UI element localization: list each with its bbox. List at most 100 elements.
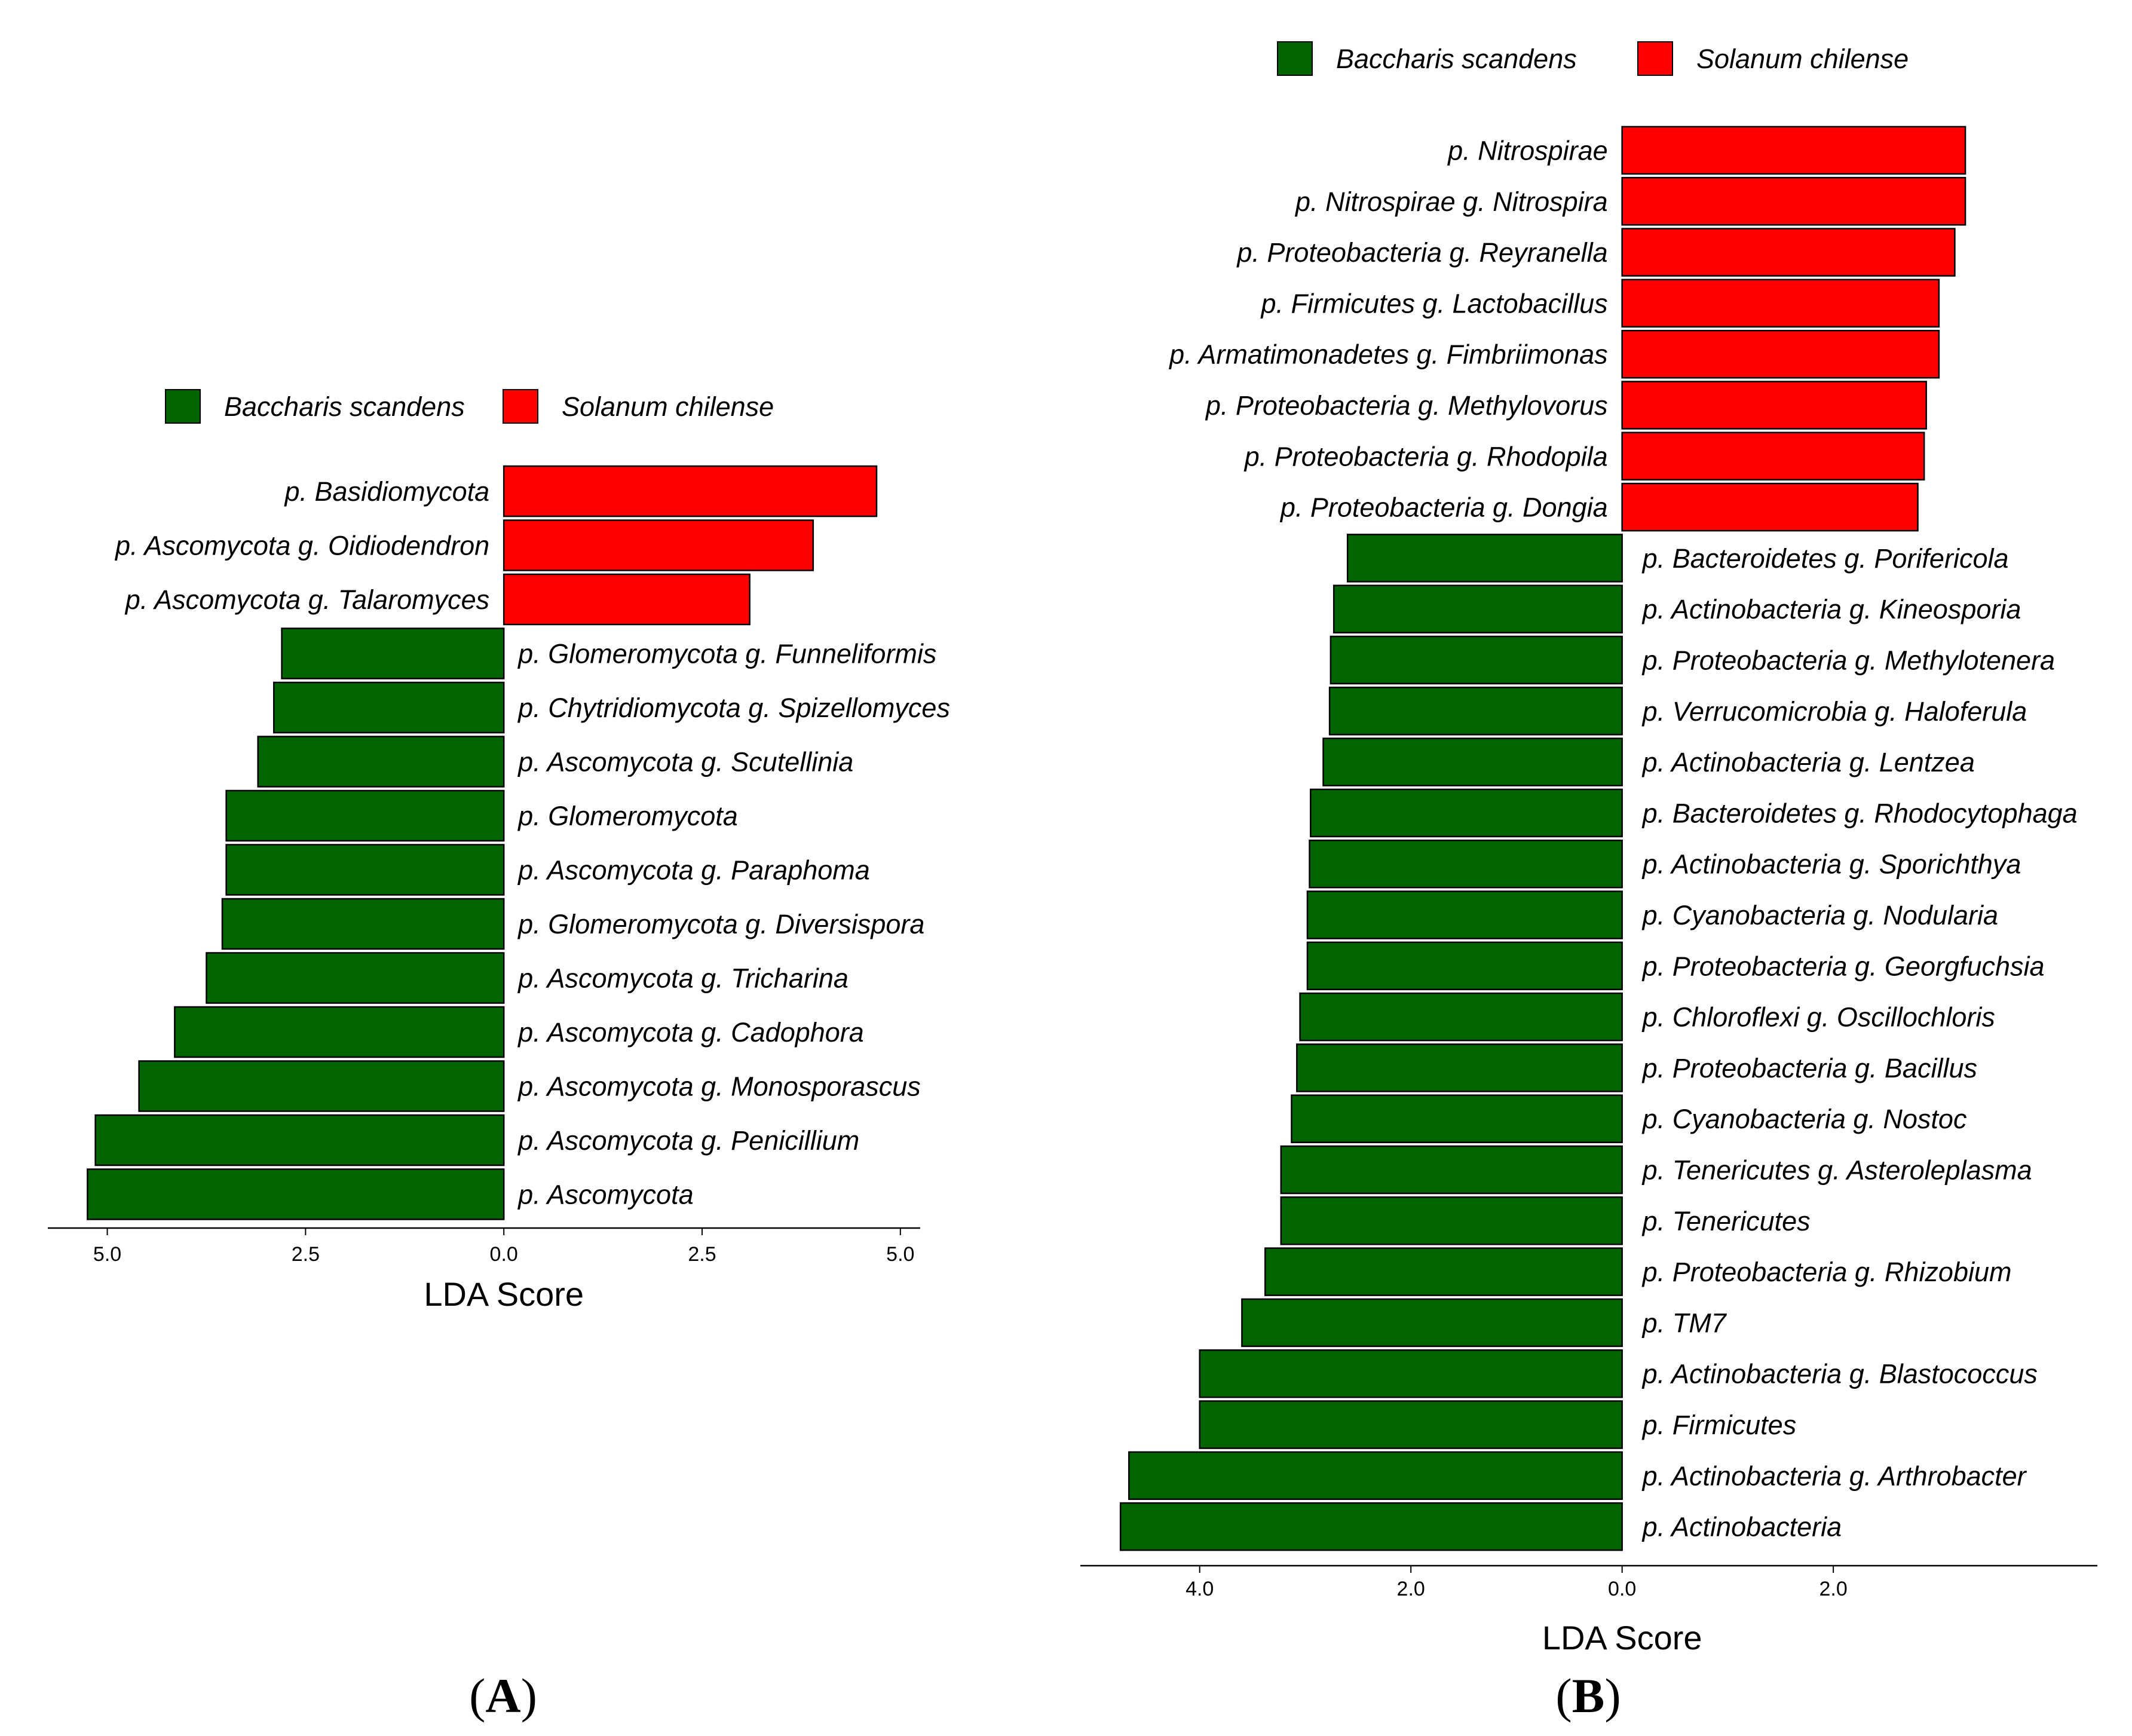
bar-label-p-actinobacteria-g-sporichthya: p. Actinobacteria g. Sporichthya <box>1641 849 2021 880</box>
bar-label-p-proteobacteria-g-rhizobium: p. Proteobacteria g. Rhizobium <box>1641 1257 2012 1287</box>
bar-p-ascomycota-g-cadophora <box>174 1006 505 1058</box>
bar-p-proteobacteria-g-dongia <box>1621 482 1919 532</box>
bar-p-actinobacteria-g-arthrobacter <box>1128 1451 1623 1501</box>
bar-p-armatimonadetes-g-fimbriimonas <box>1621 329 1940 379</box>
bar-label-p-tenericutes-g-asteroleplasma: p. Tenericutes g. Asteroleplasma <box>1641 1155 2032 1186</box>
bar-label-p-cyanobacteria-g-nostoc: p. Cyanobacteria g. Nostoc <box>1641 1104 1967 1134</box>
bar-p-ascomycota-g-tricharina <box>206 952 505 1004</box>
bar-label-p-nitrospirae: p. Nitrospirae <box>1447 136 1608 166</box>
bar-label-p-nitrospirae-g-nitrospira: p. Nitrospirae g. Nitrospira <box>1294 186 1608 217</box>
bar-label-p-ascomycota-g-oidiodendron: p. Ascomycota g. Oidiodendron <box>114 531 489 561</box>
bar-label-p-tm7: p. TM7 <box>1641 1308 1727 1338</box>
bar-label-p-ascomycota-g-paraphoma: p. Ascomycota g. Paraphoma <box>517 855 870 886</box>
x-tick-label: 2.5 <box>688 1243 716 1266</box>
bar-label-p-glomeromycota-g-funneliformis: p. Glomeromycota g. Funneliformis <box>517 639 936 669</box>
panel-label-a: (A) <box>469 1668 537 1723</box>
legend-label-baccharis-scandens: Baccharis scandens <box>224 391 465 422</box>
bar-p-tenericutes <box>1280 1196 1623 1245</box>
x-tick-label: 2.0 <box>1819 1578 1848 1600</box>
legend-label-solanum-chilense: Solanum chilense <box>562 391 774 422</box>
chart-a-fungi-lda: Baccharis scandens Solanum chilense p. Bas… <box>48 389 950 1313</box>
bar-p-glomeromycota-g-funneliformis <box>281 627 505 679</box>
bar-p-actinobacteria-g-sporichthya <box>1309 839 1623 889</box>
bar-p-actinobacteria-g-blastococcus <box>1199 1349 1623 1398</box>
bar-label-p-bacteroidetes-g-porifericola: p. Bacteroidetes g. Porifericola <box>1641 543 2009 574</box>
bar-label-p-ascomycota-g-scutellinia: p. Ascomycota g. Scutellinia <box>517 747 853 777</box>
bar-label-p-armatimonadetes-g-fimbriimonas: p. Armatimonadetes g. Fimbriimonas <box>1168 339 1608 370</box>
bar-label-p-ascomycota-g-talaromyces: p. Ascomycota g. Talaromyces <box>124 584 489 615</box>
bar-p-ascomycota <box>87 1168 505 1220</box>
legend-label-solanum-chilense: Solanum chilense <box>1696 44 1909 74</box>
bar-label-p-actinobacteria-g-blastococcus: p. Actinobacteria g. Blastococcus <box>1641 1359 2038 1389</box>
bar-label-p-proteobacteria-g-methylotenera: p. Proteobacteria g. Methylotenera <box>1641 645 2055 676</box>
bar-p-ascomycota-g-oidiodendron <box>503 519 814 571</box>
bar-p-proteobacteria-g-methylotenera <box>1330 635 1623 685</box>
bar-p-chytridiomycota-g-spizellomyces <box>273 681 505 734</box>
bar-p-basidiomycota <box>503 465 878 518</box>
x-tick-label: 0.0 <box>490 1243 518 1266</box>
bar-p-tenericutes-g-asteroleplasma <box>1280 1145 1623 1195</box>
legend-swatch-solanum-chilense <box>1637 41 1673 76</box>
bar-label-p-basidiomycota: p. Basidiomycota <box>284 476 490 507</box>
bar-p-bacteroidetes-g-porifericola <box>1346 534 1623 583</box>
x-tick-label: 0.0 <box>1608 1578 1636 1600</box>
bar-p-cyanobacteria-g-nodularia <box>1306 890 1623 939</box>
bar-label-p-ascomycota-g-tricharina: p. Ascomycota g. Tricharina <box>517 963 848 994</box>
bar-p-firmicutes <box>1199 1400 1623 1449</box>
bar-p-glomeromycota-g-diversispora <box>221 898 505 950</box>
bar-p-nitrospirae <box>1621 125 1966 175</box>
legend-swatch-solanum-chilense <box>503 389 538 424</box>
x-axis-title: LDA Score <box>424 1275 584 1313</box>
x-axis-title: LDA Score <box>1542 1619 1702 1657</box>
x-tick-label: 5.0 <box>93 1243 121 1266</box>
bar-p-actinobacteria-g-kineosporia <box>1332 584 1623 633</box>
bar-p-chloroflexi-g-oscillochloris <box>1299 992 1623 1042</box>
bar-p-proteobacteria-g-bacillus <box>1296 1043 1623 1092</box>
legend-swatch-baccharis-scandens <box>1277 41 1313 76</box>
bar-label-p-ascomycota-g-cadophora: p. Ascomycota g. Cadophora <box>517 1017 864 1048</box>
bar-p-ascomycota-g-penicillium <box>94 1114 505 1166</box>
chart-b-bacteria-lda: Baccharis scandens Solanum chilense p. Nit… <box>1080 41 2097 1657</box>
bar-p-cyanobacteria-g-nostoc <box>1291 1094 1623 1143</box>
legend-label-baccharis-scandens: Baccharis scandens <box>1336 44 1577 74</box>
bar-p-ascomycota-g-talaromyces <box>503 573 751 626</box>
bar-p-proteobacteria-g-reyranella <box>1621 228 1956 277</box>
bar-p-proteobacteria-g-rhodopila <box>1621 431 1925 481</box>
bar-label-p-verrucomicrobia-g-haloferula: p. Verrucomicrobia g. Haloferula <box>1641 696 2027 727</box>
bar-label-p-chloroflexi-g-oscillochloris: p. Chloroflexi g. Oscillochloris <box>1641 1002 1995 1033</box>
bar-label-p-glomeromycota-g-diversispora: p. Glomeromycota g. Diversispora <box>517 909 924 939</box>
bar-label-p-proteobacteria-g-reyranella: p. Proteobacteria g. Reyranella <box>1236 237 1607 268</box>
bar-p-proteobacteria-g-georgfuchsia <box>1306 941 1623 991</box>
bar-label-p-actinobacteria: p. Actinobacteria <box>1641 1512 1842 1542</box>
bar-label-p-firmicutes: p. Firmicutes <box>1641 1410 1797 1440</box>
bar-p-ascomycota-g-monosporascus <box>138 1060 505 1112</box>
bar-label-p-proteobacteria-g-dongia: p. Proteobacteria g. Dongia <box>1279 492 1608 523</box>
panel-label-b: (B) <box>1555 1668 1621 1723</box>
bar-label-p-proteobacteria-g-rhodopila: p. Proteobacteria g. Rhodopila <box>1243 441 1608 471</box>
bar-p-firmicutes-g-lactobacillus <box>1621 278 1940 328</box>
bar-p-bacteroidetes-g-rhodocytophaga <box>1310 788 1623 838</box>
bar-p-tm7 <box>1241 1298 1623 1348</box>
bar-p-ascomycota-g-scutellinia <box>257 736 505 788</box>
bar-p-nitrospirae-g-nitrospira <box>1621 177 1966 226</box>
bar-label-p-ascomycota-g-penicillium: p. Ascomycota g. Penicillium <box>517 1125 859 1156</box>
bar-label-p-ascomycota: p. Ascomycota <box>517 1180 693 1210</box>
x-tick-label: 5.0 <box>886 1243 914 1266</box>
bar-label-p-proteobacteria-g-methylovorus: p. Proteobacteria g. Methylovorus <box>1205 390 1608 421</box>
bar-label-p-ascomycota-g-monosporascus: p. Ascomycota g. Monosporascus <box>517 1071 921 1102</box>
bar-label-p-cyanobacteria-g-nodularia: p. Cyanobacteria g. Nodularia <box>1641 900 1998 930</box>
bar-label-p-proteobacteria-g-bacillus: p. Proteobacteria g. Bacillus <box>1641 1053 1977 1083</box>
bar-label-p-proteobacteria-g-georgfuchsia: p. Proteobacteria g. Georgfuchsia <box>1641 951 2045 981</box>
bar-p-proteobacteria-g-rhizobium <box>1264 1247 1623 1296</box>
bar-p-proteobacteria-g-methylovorus <box>1621 381 1927 430</box>
bar-p-actinobacteria-g-lentzea <box>1322 737 1623 786</box>
bar-p-actinobacteria <box>1119 1502 1623 1551</box>
x-tick-label: 4.0 <box>1186 1578 1214 1600</box>
x-tick-label: 2.0 <box>1397 1578 1425 1600</box>
x-tick-label: 2.5 <box>292 1243 320 1266</box>
bar-label-p-chytridiomycota-g-spizellomyces: p. Chytridiomycota g. Spizellomyces <box>517 693 950 723</box>
bar-label-p-actinobacteria-g-arthrobacter: p. Actinobacteria g. Arthrobacter <box>1641 1461 2027 1491</box>
bar-p-verrucomicrobia-g-haloferula <box>1328 687 1623 736</box>
bar-label-p-bacteroidetes-g-rhodocytophaga: p. Bacteroidetes g. Rhodocytophaga <box>1641 798 2078 828</box>
